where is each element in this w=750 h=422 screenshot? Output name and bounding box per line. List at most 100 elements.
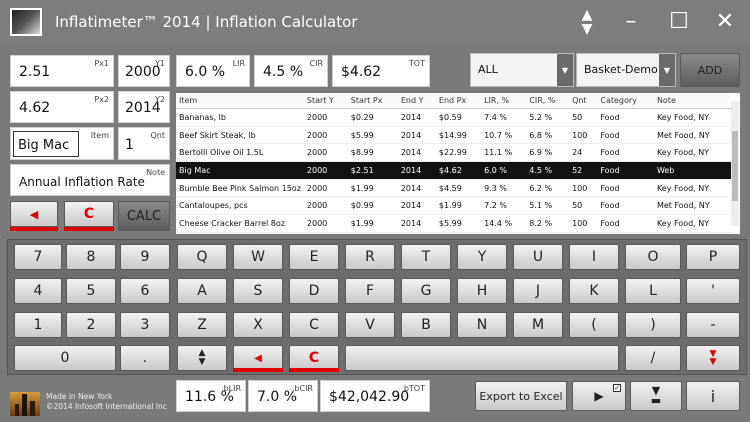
cell: $2.51 — [347, 161, 398, 180]
key-j[interactable]: J — [513, 278, 563, 304]
key-close-paren[interactable]: ) — [625, 312, 681, 338]
key-1[interactable]: 1 — [14, 312, 62, 338]
key-b[interactable]: B — [401, 312, 451, 338]
key-7[interactable]: 7 — [14, 244, 62, 270]
item-input[interactable]: Big Mac — [13, 131, 79, 157]
key-h[interactable]: H — [457, 278, 507, 304]
key-m[interactable]: M — [513, 312, 563, 338]
key-c[interactable]: C — [289, 312, 339, 338]
close-button[interactable]: ✕ — [715, 9, 735, 34]
key-k[interactable]: K — [569, 278, 619, 304]
key-dash[interactable]: - — [686, 312, 740, 338]
clear-button[interactable]: C — [64, 201, 114, 227]
key-g[interactable]: G — [401, 278, 451, 304]
add-button[interactable]: ADD — [680, 53, 740, 87]
key-z[interactable]: Z — [177, 312, 227, 338]
minimize-button[interactable]: – — [625, 9, 637, 34]
basket-table[interactable]: Item Start Y Start Px End Y End Px LIR, … — [176, 93, 740, 234]
checkbox-icon[interactable]: ✓ — [613, 384, 621, 392]
px2-field[interactable]: Px2 4.62 — [10, 91, 114, 123]
col-header[interactable]: Item — [176, 93, 304, 109]
col-header[interactable]: End Px — [435, 93, 482, 109]
key-t[interactable]: T — [401, 244, 451, 270]
kbd-backspace-underline — [233, 368, 283, 372]
key-x[interactable]: X — [233, 312, 283, 338]
key-dot[interactable]: . — [120, 345, 170, 371]
note-field[interactable]: Note Annual Inflation Rate — [10, 164, 170, 196]
key-w[interactable]: W — [233, 244, 283, 270]
key-l[interactable]: L — [625, 278, 681, 304]
space-key[interactable] — [345, 345, 619, 371]
filter-dropdown[interactable]: ALL ▼ — [470, 53, 574, 87]
scrollbar-thumb[interactable] — [732, 131, 738, 201]
col-header[interactable]: End Y — [397, 93, 436, 109]
key-e[interactable]: E — [289, 244, 339, 270]
cell: 2000 — [303, 214, 348, 233]
item-field[interactable]: Item Big Mac — [10, 127, 114, 160]
collapse-keyboard-button[interactable]: ▼ ▼ — [686, 345, 740, 371]
key-5[interactable]: 5 — [66, 278, 116, 304]
cell: 14.4 % — [481, 214, 527, 233]
key-v[interactable]: V — [345, 312, 395, 338]
key-apostrophe[interactable]: ' — [686, 278, 740, 304]
y1-field[interactable]: Y1 2000 — [118, 55, 170, 87]
key-q[interactable]: Q — [177, 244, 227, 270]
table-scrollbar[interactable] — [731, 101, 739, 226]
key-8[interactable]: 8 — [66, 244, 116, 270]
key-d[interactable]: D — [289, 278, 339, 304]
key-a[interactable]: A — [177, 278, 227, 304]
case-toggle-button[interactable]: ▲ ▼ — [177, 345, 227, 371]
key-p[interactable]: P — [686, 244, 740, 270]
col-header[interactable]: Qnt — [569, 93, 598, 109]
key-slash[interactable]: / — [625, 345, 681, 371]
key-open-paren[interactable]: ( — [569, 312, 619, 338]
table-row[interactable]: Cantaloupes, pcs 2000 $0.99 2014 $1.99 7.2 % 5… — [176, 196, 732, 216]
key-o[interactable]: O — [625, 244, 681, 270]
maximize-button[interactable]: ☐ — [669, 9, 689, 34]
reorder-icon[interactable]: ▲ ▼ — [581, 7, 593, 37]
info-icon: i — [710, 386, 716, 406]
cell: Bananas, lb — [176, 108, 304, 127]
key-i[interactable]: I — [569, 244, 619, 270]
key-f[interactable]: F — [345, 278, 395, 304]
scroll-bottom-button[interactable]: ▼ ▬ — [630, 381, 682, 411]
col-header[interactable]: Start Y — [303, 93, 348, 109]
cell: 7.2 % — [481, 196, 527, 216]
key-s[interactable]: S — [233, 278, 283, 304]
cell: 9.3 % — [481, 179, 527, 198]
key-3[interactable]: 3 — [120, 312, 170, 338]
col-header[interactable]: LIR, % — [481, 93, 527, 109]
export-excel-button[interactable]: Export to Excel — [475, 381, 567, 411]
key-r[interactable]: R — [345, 244, 395, 270]
table-row[interactable]: Beef Skirt Steak, lb 2000 $5.99 2014 $14.99 1… — [176, 126, 732, 145]
play-button[interactable]: ▶ ✓ — [572, 381, 626, 411]
key-n[interactable]: N — [457, 312, 507, 338]
backspace-button[interactable]: ◀ — [10, 201, 58, 227]
key-9[interactable]: 9 — [120, 244, 170, 270]
table-row[interactable]: Bertolli Olive Oil 1.5L 2000 $8.99 2014 $22.… — [176, 143, 732, 163]
y2-field[interactable]: Y2 2014 — [118, 91, 170, 123]
info-button[interactable]: i — [686, 381, 740, 411]
col-header[interactable]: Note — [653, 93, 732, 109]
table-row-selected[interactable]: Big Mac 2000 $2.51 2014 $4.62 6.0 % 4.5 % 52 Foo… — [176, 161, 732, 180]
cell: 2014 — [397, 108, 436, 127]
table-row[interactable]: Bananas, lb 2000 $0.29 2014 $0.59 7.4 % 5.2 % 5… — [176, 108, 732, 127]
table-row[interactable]: Cheese Cracker Barrel 8oz 2000 $1.99 2014 $5… — [176, 214, 732, 233]
cell: Food — [597, 108, 654, 127]
qnt-field[interactable]: Qnt 1 — [118, 127, 170, 160]
px2-label: Px2 — [94, 95, 109, 104]
calc-button[interactable]: CALC — [118, 201, 170, 231]
key-4[interactable]: 4 — [14, 278, 62, 304]
basket-selected: Basket-Demo — [584, 63, 658, 76]
px1-field[interactable]: Px1 2.51 — [10, 55, 114, 87]
col-header[interactable]: CIR, % — [526, 93, 570, 109]
key-0[interactable]: 0 — [14, 345, 116, 371]
basket-dropdown[interactable]: Basket-Demo ▼ — [576, 53, 676, 87]
key-6[interactable]: 6 — [120, 278, 170, 304]
table-row[interactable]: Bumble Bee Pink Salmon 15oz 2000 $1.99 2014… — [176, 179, 732, 198]
key-2[interactable]: 2 — [66, 312, 116, 338]
col-header[interactable]: Category — [597, 93, 654, 109]
key-u[interactable]: U — [513, 244, 563, 270]
col-header[interactable]: Start Px — [347, 93, 398, 109]
key-y[interactable]: Y — [457, 244, 507, 270]
